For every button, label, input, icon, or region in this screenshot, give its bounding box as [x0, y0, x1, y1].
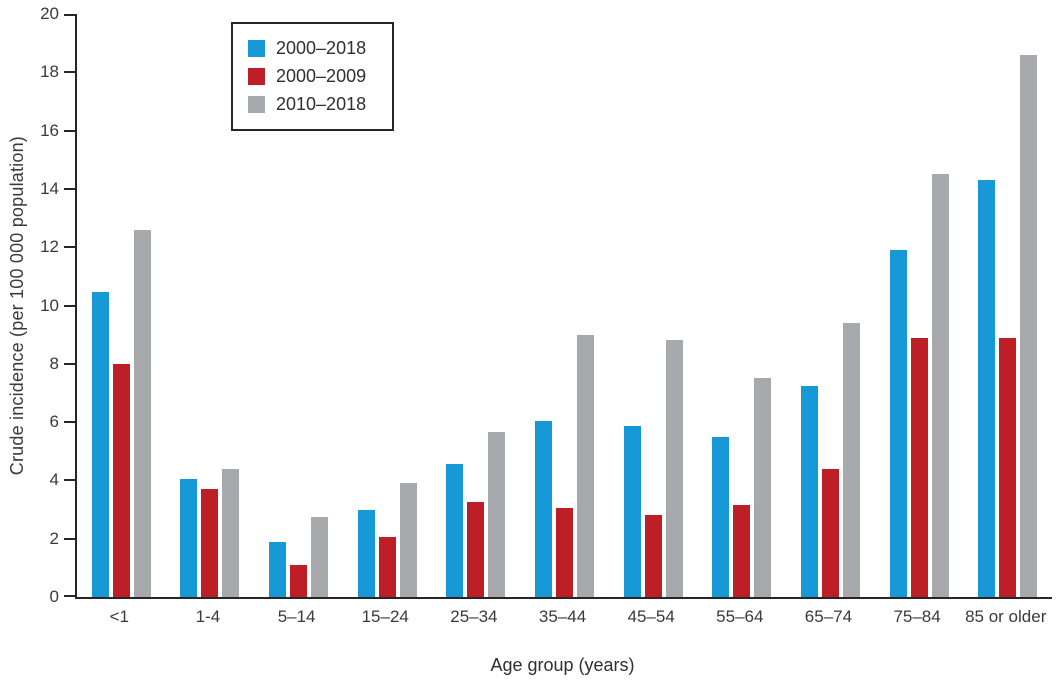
y-tick-label: 6 [49, 412, 59, 432]
bar-group [432, 14, 521, 597]
y-tick-mark [64, 304, 75, 307]
bar [269, 542, 287, 597]
bar [378, 537, 396, 597]
y-tick-label: 10 [40, 295, 59, 315]
y-tick-mark [64, 421, 75, 424]
bar [800, 386, 818, 597]
bar-group [609, 14, 698, 597]
bar [446, 464, 464, 597]
bar-group [697, 14, 786, 597]
y-tick-mark [64, 71, 75, 74]
bar [623, 426, 641, 597]
bar [1020, 55, 1038, 597]
bar [133, 230, 151, 597]
x-axis-title: Age group (years) [490, 655, 635, 675]
y-tick-mark [64, 129, 75, 132]
bar [112, 364, 130, 597]
y-tick-label: 2 [49, 528, 59, 548]
legend-item: 2010–2018 [248, 94, 366, 115]
y-tick-mark [64, 479, 75, 482]
y-tick-mark [64, 187, 75, 190]
bar [910, 338, 928, 597]
y-tick-label: 0 [49, 587, 59, 606]
bar [311, 517, 329, 597]
bar [488, 432, 506, 597]
bar [467, 502, 485, 597]
x-tick-label: 45–54 [627, 607, 675, 626]
bar [201, 489, 219, 597]
bar [180, 479, 198, 597]
legend-item: 2000–2009 [248, 66, 366, 87]
y-tick-mark [64, 362, 75, 365]
bar [665, 340, 683, 597]
bar [821, 469, 839, 597]
y-tick-mark [64, 14, 75, 16]
legend-swatch-icon [248, 40, 265, 57]
bar [577, 335, 595, 597]
bar [290, 565, 308, 597]
bar [889, 250, 907, 597]
bar-group [963, 14, 1052, 597]
legend-swatch-icon [248, 68, 265, 85]
legend-label: 2000–2018 [276, 38, 367, 58]
y-tick-label: 4 [49, 470, 59, 490]
bar [733, 505, 751, 597]
x-tick-label: 65–74 [804, 607, 853, 626]
x-tick-label: 5–14 [277, 607, 316, 626]
bars-layer [77, 14, 1052, 597]
bar [712, 437, 730, 597]
x-tick-label: <1 [109, 607, 130, 626]
bar-group [77, 14, 166, 597]
bar [222, 469, 240, 597]
y-tick-label: 20 [40, 4, 59, 23]
bar [357, 510, 375, 597]
bar-group [786, 14, 875, 597]
bar [535, 421, 553, 597]
bar [931, 174, 949, 597]
legend-label: 2000–2009 [276, 66, 367, 86]
x-tick-label: 35–44 [538, 607, 587, 626]
y-tick-label: 18 [40, 62, 59, 82]
x-tick-label: 75–84 [893, 607, 941, 626]
legend: 2000–2018 2000–2009 2010–2018 [231, 22, 395, 131]
bar [754, 378, 772, 597]
bar [556, 508, 574, 597]
y-tick-label: 14 [40, 178, 59, 198]
legend-swatch-icon [248, 96, 265, 113]
bar [644, 515, 662, 597]
bar [91, 292, 109, 597]
plot-area: 0 2 4 6 8 10 12 14 16 18 20 [40, 4, 1052, 606]
x-tick-label: 1-4 [195, 607, 221, 626]
bar-group [166, 14, 255, 597]
y-tick-label: 16 [40, 120, 59, 140]
x-tick-label: 85 or older [965, 607, 1047, 626]
y-tick-mark [64, 537, 75, 540]
bar-group [520, 14, 609, 597]
y-tick-mark [64, 595, 75, 597]
bar-group [875, 14, 964, 597]
bar-group [254, 14, 343, 597]
bar [999, 338, 1017, 597]
bar-group [343, 14, 432, 597]
bar [842, 323, 860, 597]
x-tick-label: 25–34 [450, 607, 498, 626]
legend-label: 2010–2018 [276, 94, 367, 114]
y-tick-mark [64, 246, 75, 249]
x-tick-label: 15–24 [361, 607, 409, 626]
x-axis-labels: <1 1-4 5–14 15–24 25–34 35–44 45–54 55–64 65–74 7… [75, 607, 1050, 627]
legend-item: 2000–2018 [248, 38, 366, 59]
y-tick-label: 12 [40, 237, 59, 257]
bar [978, 180, 996, 597]
bar [399, 483, 417, 597]
y-tick-label: 8 [49, 353, 59, 373]
x-tick-label: 55–64 [716, 607, 764, 626]
